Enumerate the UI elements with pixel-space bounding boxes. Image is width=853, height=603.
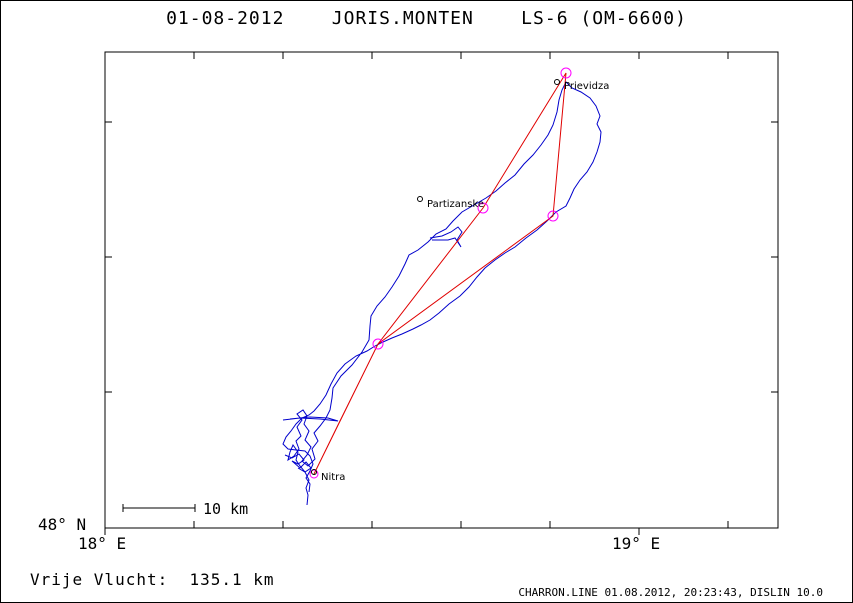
town-label-partizanske: Partizanske: [427, 199, 484, 210]
y-axis-label-48n: 48° N: [38, 515, 87, 534]
axis-ticks: [104, 52, 778, 535]
town-label-nitra: Nitra: [321, 472, 345, 483]
turnpoints: [309, 67, 572, 479]
gps-track-thermal: [429, 226, 463, 248]
flight-title: 01-08-2012 JORIS.MONTEN LS-6 (OM-6600): [166, 8, 687, 29]
gps-track: [282, 81, 602, 506]
distance-label: Vrije Vlucht:: [30, 570, 169, 589]
town-marker-nitra: [311, 469, 317, 475]
town-marker-partizanske: [417, 196, 423, 202]
x-axis-label-18e: 18° E: [78, 534, 127, 553]
turnpoint-circle: [560, 67, 572, 79]
task-lines: [313, 72, 567, 475]
scale-bar-label: 10 km: [203, 500, 248, 518]
scale-bar: [122, 504, 196, 512]
credit-line: CHARRON.LINE 01.08.2012, 20:23:43, DISLI…: [518, 586, 823, 599]
turnpoint-circle: [547, 210, 559, 222]
turnpoint-circle: [372, 338, 384, 350]
town-label-prievidza: Prievidza: [564, 81, 609, 92]
town-markers: [311, 79, 560, 475]
turnpoint-circle: [477, 202, 489, 214]
town-marker-prievidza: [554, 79, 560, 85]
distance-value: 135.1 km: [189, 570, 275, 589]
plot-area-border: [104, 51, 779, 529]
gps-track-cluster: [284, 453, 312, 473]
x-axis-label-19e: 19° E: [612, 534, 661, 553]
gps-track-loop: [282, 416, 339, 422]
distance-readout: Vrije Vlucht: 135.1 km: [30, 570, 275, 589]
